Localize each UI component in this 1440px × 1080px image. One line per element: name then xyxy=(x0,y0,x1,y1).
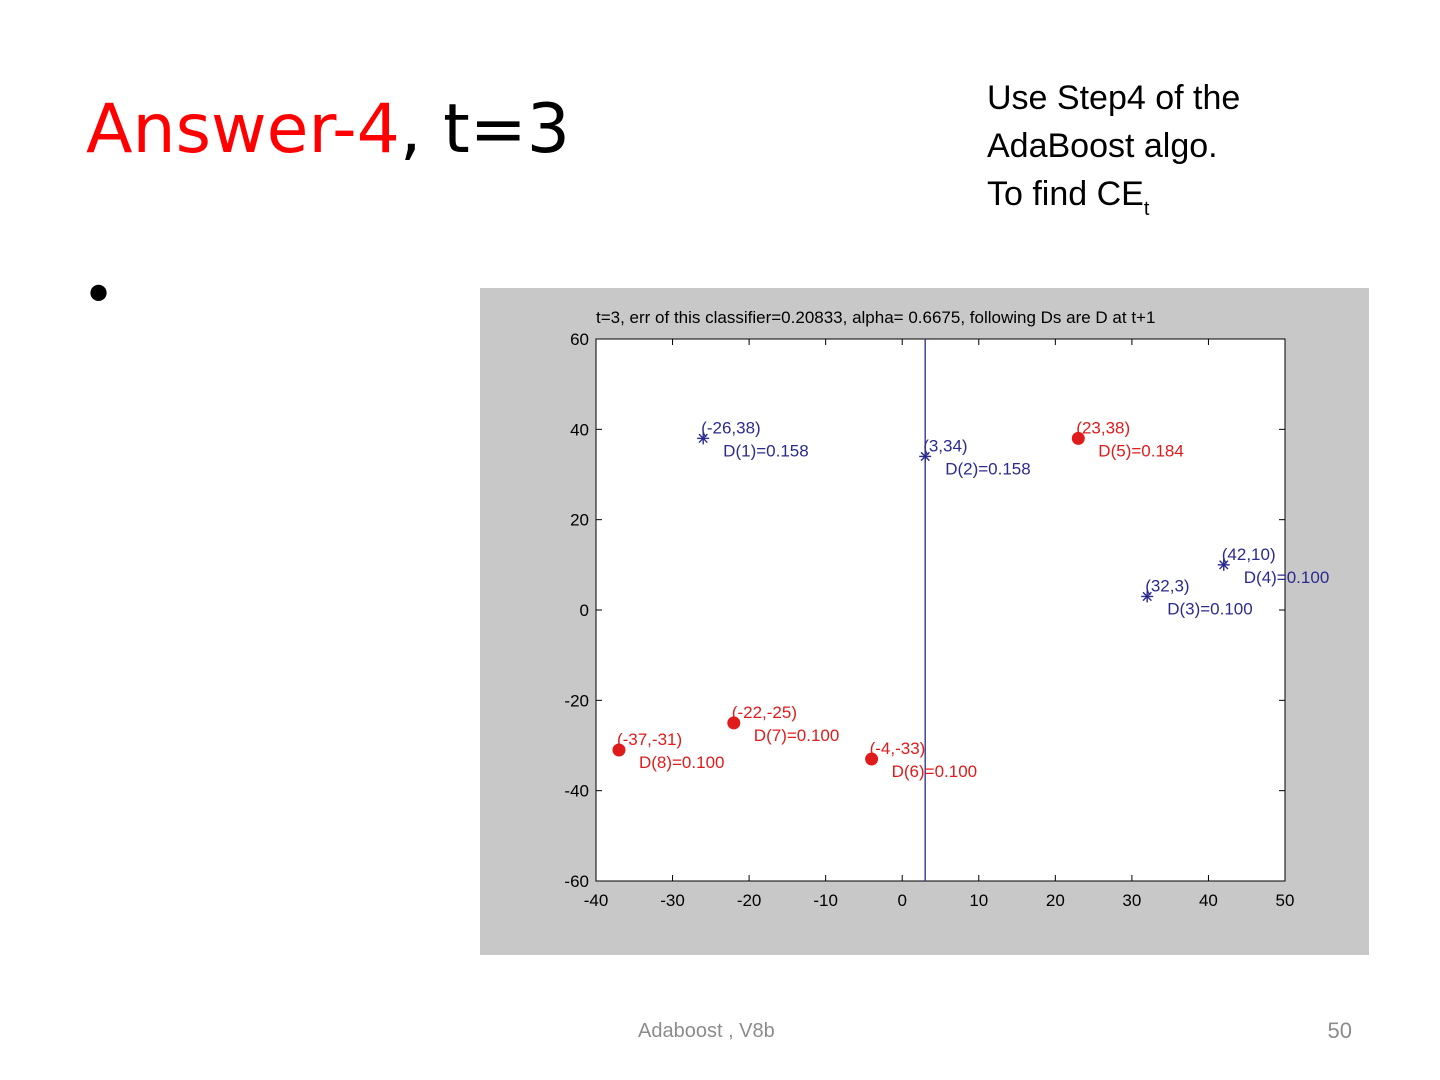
point-coordinate-label: (42,10) xyxy=(1222,545,1276,564)
x-tick-label: 0 xyxy=(897,891,906,910)
x-tick-label: -10 xyxy=(813,891,838,910)
point-coordinate-label: (-4,-33) xyxy=(870,739,926,758)
side-note-subscript: t xyxy=(1143,198,1150,220)
title-rest: , t=3 xyxy=(399,90,571,169)
x-tick-label: 40 xyxy=(1199,891,1218,910)
point-coordinate-label: (-37,-31) xyxy=(617,730,682,749)
y-tick-label: 40 xyxy=(570,420,589,439)
chart-title: t=3, err of this classifier=0.20833, alp… xyxy=(596,308,1155,327)
point-coordinate-label: (3,34) xyxy=(923,436,967,455)
x-tick-label: 20 xyxy=(1046,891,1065,910)
star-stroke xyxy=(920,451,930,462)
x-tick-label: 30 xyxy=(1122,891,1141,910)
point-weight-label: D(1)=0.158 xyxy=(723,441,809,460)
point-weight-label: D(3)=0.100 xyxy=(1167,599,1253,618)
point-weight-label: D(6)=0.100 xyxy=(892,762,978,781)
negative-dot-point xyxy=(865,752,879,766)
point-weight-label: D(2)=0.158 xyxy=(945,459,1031,478)
x-tick-label: -20 xyxy=(737,891,762,910)
point-weight-label: D(5)=0.184 xyxy=(1098,441,1184,460)
side-note-line-2: AdaBoost algo. xyxy=(987,127,1218,165)
y-tick-label: -60 xyxy=(564,872,589,891)
positive-star-point xyxy=(697,432,710,445)
x-tick-label: -30 xyxy=(660,891,685,910)
page-number: 50 xyxy=(1327,1018,1352,1043)
side-note-line-1: Use Step4 of the xyxy=(987,79,1241,117)
side-note-line-3: To find CEt xyxy=(987,170,1240,233)
star-stroke xyxy=(698,433,708,444)
y-tick-label: 60 xyxy=(570,330,589,349)
point-weight-label: D(4)=0.100 xyxy=(1244,568,1330,587)
adaboost-scatter-chart: t=3, err of this classifier=0.20833, alp… xyxy=(480,288,1369,955)
point-coordinate-label: (-26,38) xyxy=(701,418,761,437)
positive-star-point xyxy=(919,450,932,463)
negative-dot-point xyxy=(612,743,626,757)
y-tick-label: 20 xyxy=(570,511,589,530)
x-tick-label: -40 xyxy=(584,891,609,910)
side-note-ce: To find CE xyxy=(987,175,1144,213)
slide-title: Answer-4, t=3 xyxy=(86,96,570,164)
title-highlight: Answer-4 xyxy=(86,90,400,169)
point-weight-label: D(8)=0.100 xyxy=(639,753,725,772)
footer-text: Adaboost , V8b xyxy=(638,1020,775,1042)
negative-dot-point xyxy=(727,716,741,730)
positive-star-point xyxy=(1141,590,1154,603)
x-tick-label: 10 xyxy=(969,891,988,910)
point-coordinate-label: (-22,-25) xyxy=(732,703,797,722)
axes-background xyxy=(596,339,1285,881)
x-tick-label: 50 xyxy=(1276,891,1295,910)
point-weight-label: D(7)=0.100 xyxy=(754,726,840,745)
y-tick-label: -20 xyxy=(564,691,589,710)
y-tick-label: 0 xyxy=(580,601,589,620)
point-coordinate-label: (23,38) xyxy=(1076,418,1130,437)
star-stroke xyxy=(1219,560,1229,570)
side-note: Use Step4 of the AdaBoost algo. To find … xyxy=(987,74,1240,233)
bullet-point: • xyxy=(82,263,116,328)
y-tick-label: -40 xyxy=(564,782,589,801)
star-stroke xyxy=(1142,591,1152,602)
point-coordinate-label: (32,3) xyxy=(1145,576,1189,595)
negative-dot-point xyxy=(1071,431,1085,445)
positive-star-point xyxy=(1217,558,1230,571)
